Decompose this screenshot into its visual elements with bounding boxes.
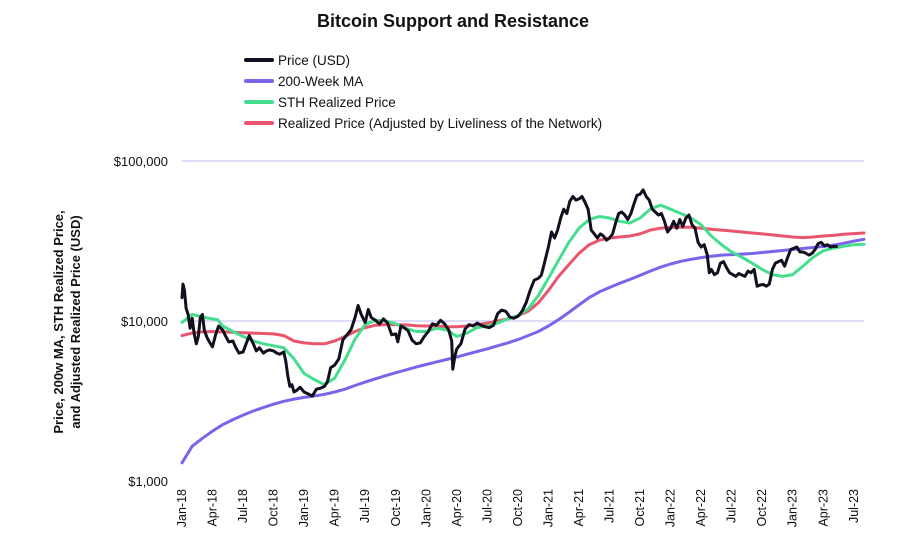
series-line-0 — [180, 188, 838, 398]
x-tick-label-0: Jan-18 — [175, 489, 189, 527]
x-tick-label-16: Jan-22 — [664, 489, 678, 527]
x-tick-label-4: Jan-19 — [297, 489, 311, 527]
x-axis-ticks: Jan-18 Apr-18 Jul-18 Oct-18 Jan-19 Apr-19 Jul-… — [175, 489, 861, 527]
x-tick-label-10: Jul-20 — [480, 489, 494, 523]
x-tick-label-20: Jan-23 — [786, 489, 800, 527]
x-tick-label-6: Jul-19 — [358, 489, 372, 523]
y-axis-label-line-1: Price, 200w MA, STH Realized Price, — [51, 210, 66, 433]
x-tick-label-9: Apr-20 — [450, 489, 464, 527]
x-tick-label-8: Jan-20 — [419, 489, 433, 527]
y-axis-label-line-2: and Adjusted Realized Price (USD) — [68, 215, 83, 428]
chart-title: Bitcoin Support and Resistance — [317, 11, 589, 31]
y-tick-label-1: $10,000 — [121, 314, 168, 329]
x-tick-label-14: Jul-21 — [603, 489, 617, 523]
y-tick-label-0: $100,000 — [114, 154, 168, 169]
legend-label-2: STH Realized Price — [278, 95, 396, 110]
x-tick-label-17: Apr-22 — [694, 489, 708, 527]
y-axis-ticks: $100,000 $10,000 $1,000 — [114, 154, 168, 489]
x-tick-label-5: Apr-19 — [328, 489, 342, 527]
x-tick-label-1: Apr-18 — [206, 489, 220, 527]
series-layer — [180, 188, 866, 465]
x-tick-label-11: Oct-20 — [511, 489, 525, 527]
legend-label-3: Realized Price (Adjusted by Liveliness o… — [278, 116, 602, 131]
x-tick-label-21: Apr-23 — [816, 489, 830, 527]
y-tick-label-2: $1,000 — [128, 474, 168, 489]
legend-label-1: 200-Week MA — [278, 74, 363, 89]
gridlines — [182, 160, 864, 322]
x-tick-label-7: Oct-19 — [389, 489, 403, 527]
x-tick-label-13: Apr-21 — [572, 489, 586, 527]
x-tick-label-19: Oct-22 — [755, 489, 769, 527]
legend: Price (USD) 200-Week MA STH Realized Price… — [244, 53, 602, 131]
x-tick-label-15: Oct-21 — [633, 489, 647, 527]
legend-label-0: Price (USD) — [278, 53, 350, 68]
series-line-1 — [180, 237, 866, 465]
x-tick-label-22: Jul-23 — [847, 489, 861, 523]
x-tick-label-18: Jul-22 — [725, 489, 739, 523]
x-tick-label-3: Oct-18 — [267, 489, 281, 527]
x-tick-label-12: Jan-21 — [541, 489, 555, 527]
x-tick-label-2: Jul-18 — [236, 489, 250, 523]
